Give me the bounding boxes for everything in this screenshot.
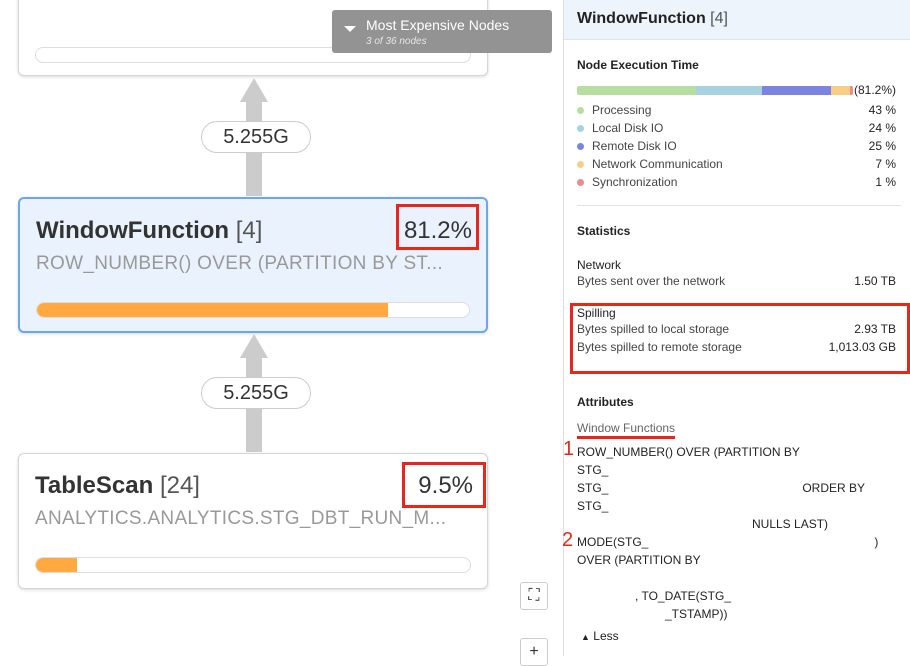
arrow-head-icon [240,78,268,102]
execution-segment [577,85,696,95]
total-percent: (81.2%) [853,83,896,97]
legend-item: Processing 43 % [577,101,896,119]
stat-value: 1,013.03 GB [828,340,896,354]
annotation-number: 1 [563,438,575,460]
annotation-number: 2 [562,529,574,551]
legend-dot-icon [577,143,584,150]
section-heading: Statistics [577,224,631,238]
execution-segment [761,85,831,95]
node-progress-bar [35,557,471,573]
edge-label: 5.255G [201,377,311,409]
execution-time-bar [577,85,853,95]
node-card-windowfunction[interactable]: WindowFunction [4] 81.2% ROW_NUMBER() OV… [18,197,488,333]
node-percent: 81.2% [403,217,472,244]
highlight-box [396,204,479,250]
dropdown-subtitle: 3 of 36 nodes [366,36,427,47]
legend-item: Local Disk IO 24 % [577,119,896,137]
execution-legend: Processing 43 % Local Disk IO 24 % Remote Di… [577,101,896,191]
network-heading: Network [577,258,622,272]
node-percent: 9.5% [418,472,473,499]
most-expensive-nodes-dropdown[interactable]: Most Expensive Nodes 3 of 36 nodes [332,10,552,53]
node-card-tablescan[interactable]: TableScan [24] 9.5% ANALYTICS.ANALYTICS.… [18,453,488,589]
node-detail: ANALYTICS.ANALYTICS.STG_DBT_RUN_M... [35,508,447,529]
caret-up-icon: ▲ [581,632,590,642]
statistics-section: Statistics Network Bytes sent over the n… [577,224,896,356]
window-functions-label: Window Functions [577,421,676,439]
progress-fill [36,558,78,572]
legend-item: Synchronization 1 % [577,173,896,191]
fit-screen-icon: ⛶ [528,587,540,604]
stat-label: Bytes spilled to local storage [577,322,730,336]
progress-fill [37,303,388,317]
node-title: WindowFunction [4] [36,217,263,244]
execution-segment [850,85,853,95]
section-heading: Attributes [577,395,634,409]
legend-dot-icon [577,179,584,186]
execution-time-section: Node Execution Time (81.2%) Processing 43… [577,58,896,191]
node-title: TableScan [24] [35,472,200,499]
arrow-head-icon [240,334,268,358]
legend-dot-icon [577,161,584,168]
node-details-panel: WindowFunction [4] Node Execution Time (… [562,0,910,656]
legend-item: Network Communication 7 % [577,155,896,173]
execution-segment [830,85,851,95]
edge-label: 5.255G [201,121,311,153]
section-heading: Node Execution Time [577,58,699,72]
legend-dot-icon [577,125,584,132]
stat-value: 1.50 TB [854,274,896,288]
query-graph-canvas[interactable]: 5.255G WindowFunction [4] 81.2% ROW_NUMB… [0,0,563,666]
node-progress-bar [36,302,470,318]
legend-item: Remote Disk IO 25 % [577,137,896,155]
node-detail: ROW_NUMBER() OVER (PARTITION BY ST... [36,253,443,274]
highlight-box [402,462,486,508]
stat-label: Bytes spilled to remote storage [577,340,742,354]
divider [577,205,901,206]
window-functions-code: ROW_NUMBER() OVER (PARTITION BY STG_ STG… [577,445,879,621]
dropdown-title: Most Expensive Nodes [366,17,510,33]
zoom-in-button[interactable]: + [520,638,548,666]
attributes-section: Attributes Window Functions ROW_NUMBER()… [577,395,896,643]
stat-value: 2.93 TB [854,322,896,336]
plus-icon: + [529,643,539,660]
fit-to-screen-button[interactable]: ⛶ [520,582,548,610]
execution-segment [695,85,762,95]
caret-down-icon [344,26,356,32]
stat-label: Bytes sent over the network [577,274,726,288]
highlight-box [570,303,910,374]
legend-dot-icon [577,107,584,114]
less-toggle[interactable]: ▲ Less [581,629,619,643]
panel-title: WindowFunction [4] [564,0,910,40]
spilling-heading: Spilling [577,306,616,320]
